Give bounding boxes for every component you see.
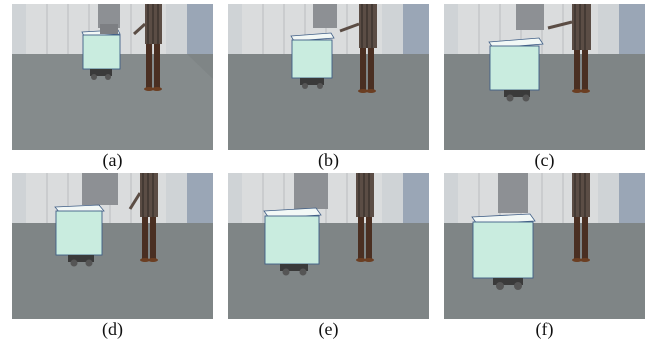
robot-box <box>488 37 544 102</box>
caption-b: (b) <box>318 150 339 170</box>
caption-d: (d) <box>102 319 123 339</box>
person-behind <box>313 4 337 28</box>
caption-e: (e) <box>318 319 339 339</box>
caption-f: (f) <box>535 319 554 339</box>
photo-d <box>12 173 213 319</box>
robot-box <box>81 29 121 80</box>
person-behind <box>516 4 544 30</box>
caption-c: (c) <box>534 150 555 170</box>
caption-a: (a) <box>102 150 123 170</box>
robot-box <box>471 213 536 290</box>
photo-f <box>444 173 645 319</box>
photo-e <box>228 173 429 319</box>
person-behind <box>294 173 328 209</box>
person-right <box>339 4 377 93</box>
person-behind <box>498 173 528 213</box>
person-behind <box>98 4 120 34</box>
photo-a <box>12 4 213 150</box>
robot-box <box>263 207 322 276</box>
person-right <box>547 4 591 93</box>
photo-c <box>444 4 645 150</box>
person-right <box>128 173 158 262</box>
person-right <box>356 173 374 262</box>
person-right <box>572 173 590 262</box>
photo-b <box>228 4 429 150</box>
person-right <box>132 4 162 91</box>
robot-box <box>54 204 105 267</box>
robot-box <box>290 32 335 89</box>
